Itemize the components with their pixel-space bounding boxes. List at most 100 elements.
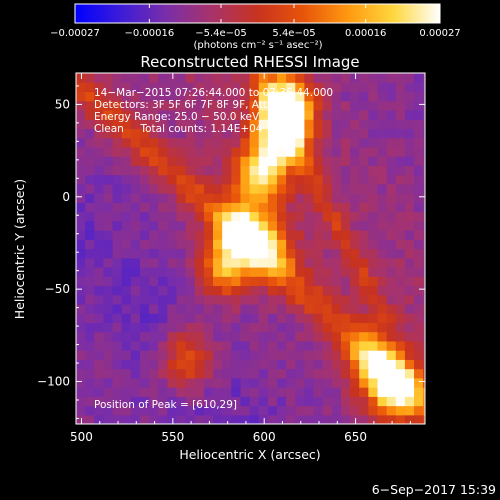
- heatmap-cell: [258, 230, 269, 240]
- heatmap-cell: [121, 294, 132, 305]
- heatmap-cell: [158, 331, 168, 342]
- heatmap-cell: [340, 294, 351, 305]
- heatmap-cell: [203, 174, 214, 185]
- heatmap-cell: [149, 211, 159, 222]
- heatmap-cell: [304, 174, 315, 185]
- heatmap-cell: [368, 239, 379, 250]
- heatmap-cell: [304, 109, 315, 120]
- heatmap-cell: [176, 368, 187, 379]
- heatmap-cell: [368, 405, 379, 416]
- heatmap-cell: [112, 239, 123, 250]
- heatmap-cell: [240, 350, 251, 360]
- heatmap-cell: [295, 266, 306, 277]
- heatmap-cell: [377, 183, 388, 194]
- heatmap-cell: [295, 202, 306, 213]
- heatmap-cell: [249, 396, 260, 407]
- heatmap-cell: [414, 276, 424, 287]
- heatmap-cell: [368, 156, 379, 166]
- heatmap-cell: [386, 266, 397, 277]
- heatmap-cell: [313, 211, 324, 222]
- heatmap-cell: [322, 303, 333, 314]
- heatmap-cell: [258, 73, 269, 83]
- heatmap-cell: [194, 146, 205, 157]
- heatmap-cell: [350, 331, 360, 342]
- heatmap-cell: [185, 91, 196, 102]
- heatmap-cell: [359, 183, 369, 194]
- heatmap-cell: [386, 165, 397, 176]
- heatmap-cell: [276, 202, 287, 213]
- heatmap-cell: [231, 322, 242, 333]
- heatmap-cell: [240, 387, 251, 397]
- heatmap-cell: [176, 405, 187, 416]
- heatmap-cell: [130, 239, 141, 250]
- heatmap-cell: [377, 331, 388, 342]
- heatmap-cell: [94, 322, 105, 333]
- heatmap-cell: [340, 377, 351, 388]
- heatmap-cell: [377, 128, 388, 139]
- heatmap-cell: [121, 137, 132, 148]
- heatmap-cell: [240, 156, 251, 166]
- heatmap-cell: [167, 165, 178, 176]
- heatmap-cell: [249, 156, 260, 166]
- heatmap-cell: [158, 294, 168, 305]
- heatmap-cell: [295, 313, 306, 323]
- heatmap-cell: [359, 266, 369, 277]
- heatmap-cell: [276, 128, 287, 139]
- heatmap-cell: [395, 174, 406, 185]
- heatmap-cell: [249, 239, 260, 250]
- heatmap-cell: [94, 303, 105, 314]
- heatmap-cell: [85, 91, 95, 102]
- heatmap-cell: [304, 276, 315, 287]
- heatmap-cell: [395, 266, 406, 277]
- heatmap-cell: [112, 193, 123, 203]
- heatmap-cell: [149, 322, 159, 333]
- heatmap-cell: [149, 174, 159, 185]
- heatmap-cell: [386, 359, 397, 370]
- heatmap-cell: [112, 220, 123, 231]
- heatmap-cell: [103, 146, 114, 157]
- heatmap-cell: [185, 248, 196, 259]
- heatmap-cell: [377, 387, 388, 397]
- heatmap-cell: [112, 119, 123, 130]
- heatmap-cell: [340, 202, 351, 213]
- heatmap-cell: [185, 165, 196, 176]
- heatmap-cell: [121, 359, 132, 370]
- heatmap-cell: [112, 331, 123, 342]
- heatmap-cell: [231, 174, 242, 185]
- heatmap-cell: [423, 211, 425, 222]
- heatmap-cell: [76, 368, 86, 379]
- heatmap-cell: [222, 405, 232, 416]
- heatmap-cell: [240, 303, 251, 314]
- heatmap-cell: [359, 313, 369, 323]
- heatmap-cell: [194, 248, 205, 259]
- heatmap-cell: [386, 331, 397, 342]
- heatmap-cell: [185, 405, 196, 416]
- heatmap-cell: [76, 137, 86, 148]
- heatmap-cell: [213, 82, 223, 93]
- heatmap-cell: [85, 387, 95, 397]
- heatmap-cell: [258, 294, 269, 305]
- heatmap-cell: [112, 377, 123, 388]
- heatmap-cell: [359, 128, 369, 139]
- heatmap-cell: [395, 414, 406, 424]
- heatmap-cell: [395, 220, 406, 231]
- heatmap-cell: [340, 239, 351, 250]
- heatmap-cell: [340, 350, 351, 360]
- heatmap-cell: [167, 257, 178, 268]
- heatmap-cell: [130, 211, 141, 222]
- heatmap-cell: [377, 313, 388, 323]
- heatmap-cell: [286, 285, 296, 296]
- heatmap-cell: [130, 359, 141, 370]
- heatmap-cell: [304, 156, 315, 166]
- heatmap-cell: [276, 220, 287, 231]
- heatmap-cell: [276, 119, 287, 130]
- heatmap-cell: [213, 73, 223, 83]
- heatmap-cell: [185, 387, 196, 397]
- heatmap-cell: [276, 313, 287, 323]
- heatmap-cell: [231, 156, 242, 166]
- heatmap-cell: [222, 119, 232, 130]
- heatmap-cell: [313, 220, 324, 231]
- heatmap-cell: [368, 109, 379, 120]
- heatmap-cell: [423, 257, 425, 268]
- heatmap-cell: [276, 294, 287, 305]
